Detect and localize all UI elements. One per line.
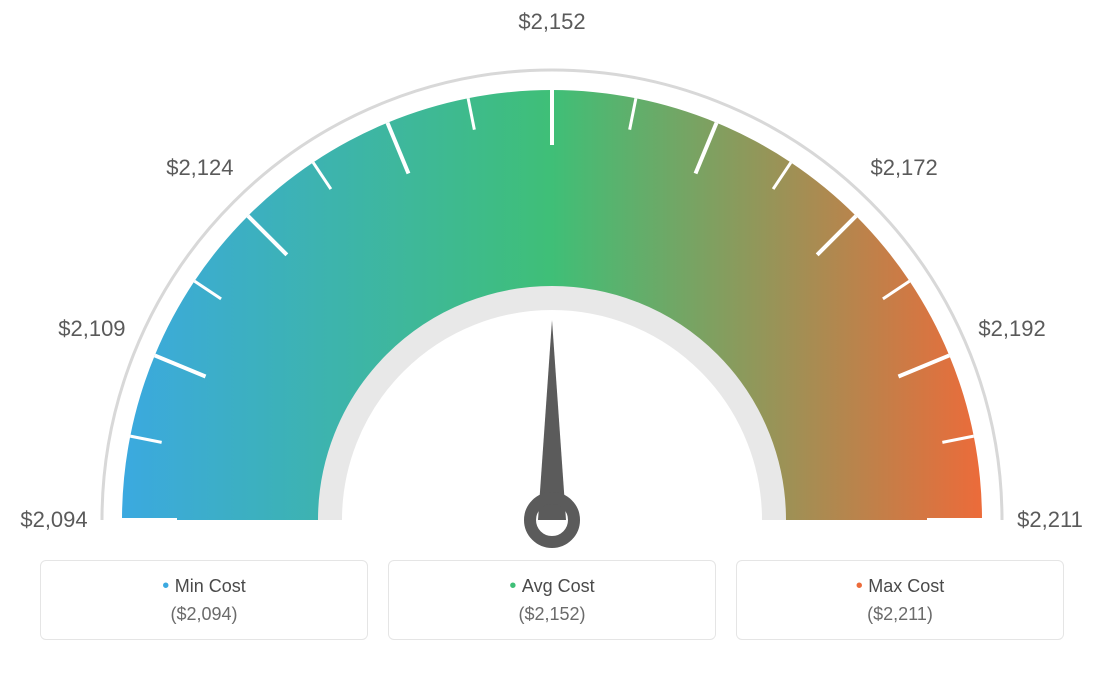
- gauge-tick-label: $2,211: [1017, 507, 1083, 533]
- gauge-tick-label: $2,192: [978, 316, 1045, 342]
- legend-avg-cost: Avg Cost ($2,152): [388, 560, 716, 640]
- legend-min-label: Min Cost: [59, 575, 349, 598]
- legend-max-value: ($2,211): [755, 604, 1045, 625]
- legend-max-cost: Max Cost ($2,211): [736, 560, 1064, 640]
- gauge-tick-label: $2,124: [166, 155, 233, 181]
- legend-max-label: Max Cost: [755, 575, 1045, 598]
- legend-avg-label: Avg Cost: [407, 575, 697, 598]
- legend-min-cost: Min Cost ($2,094): [40, 560, 368, 640]
- gauge-tick-label: $2,172: [870, 155, 937, 181]
- gauge-svg: [0, 0, 1104, 560]
- gauge-area: $2,094 $2,109 $2,124 $2,152 $2,172 $2,192 $2,2…: [0, 0, 1104, 560]
- gauge-tick-label: $2,094: [20, 507, 87, 533]
- cost-gauge-chart: $2,094 $2,109 $2,124 $2,152 $2,172 $2,192 $2,2…: [0, 0, 1104, 690]
- legend-min-value: ($2,094): [59, 604, 349, 625]
- gauge-tick-label: $2,109: [58, 316, 125, 342]
- legend-row: Min Cost ($2,094) Avg Cost ($2,152) Max …: [0, 560, 1104, 640]
- legend-avg-value: ($2,152): [407, 604, 697, 625]
- gauge-tick-label: $2,152: [518, 9, 585, 35]
